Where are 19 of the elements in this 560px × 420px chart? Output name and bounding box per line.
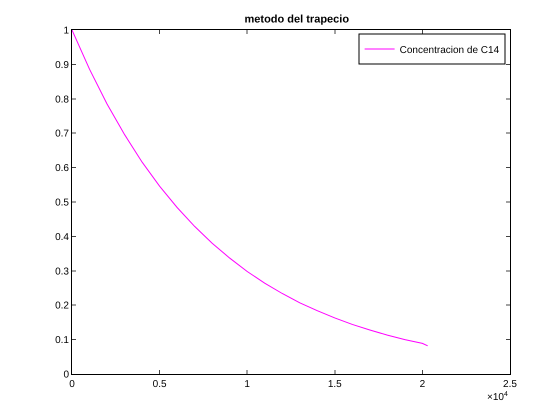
y-tick-label: 0.6: [55, 163, 70, 174]
y-tick-label: 0.1: [55, 335, 70, 346]
y-tick-label: 0.3: [55, 266, 70, 278]
text: ×10$^{4}$: [487, 391, 508, 404]
y-tick-label: 0.4: [55, 232, 70, 243]
y-tick-label: 0.7: [55, 128, 70, 140]
y-tick-label: 0.5: [55, 198, 70, 208]
y-tick-label: 0: [63, 370, 70, 380]
x-tick-label: 1.5: [328, 379, 342, 390]
chart-title: metodo del trapecio: [244, 13, 350, 26]
y-tick-label: 0.9: [55, 60, 70, 71]
y-tick-label: 0.8: [55, 94, 70, 106]
x-tick-label: 2.5: [503, 379, 518, 390]
x-tick-label: 1: [244, 379, 250, 390]
x-tick-label: 2: [420, 379, 426, 390]
x-tick-label: 0.5: [152, 379, 167, 390]
y-tick-label: 1: [63, 26, 70, 36]
y-tick-label: 0.2: [55, 300, 70, 312]
legend-label: Concentracion de C14: [400, 44, 500, 56]
